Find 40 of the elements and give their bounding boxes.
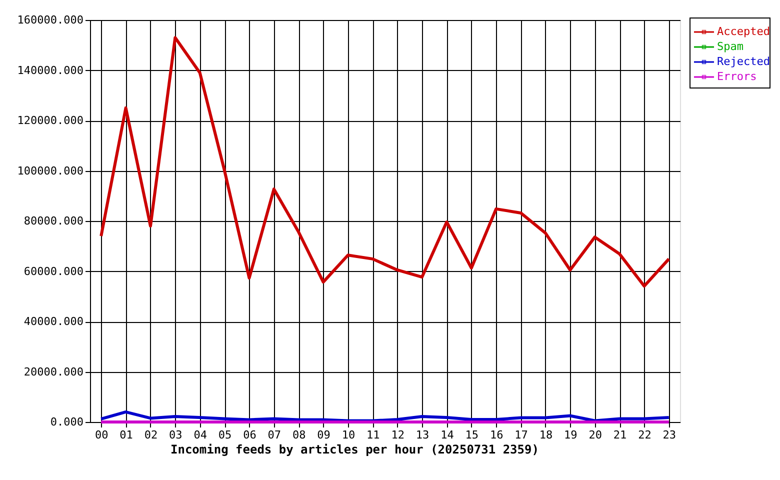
x-tick-label: 20: [588, 428, 602, 442]
x-tick-label: 03: [169, 428, 182, 442]
line-series: [100, 36, 670, 288]
x-tick-label: 13: [416, 428, 430, 442]
x-tick-label: 07: [268, 428, 282, 442]
y-tick-label: 100000.000: [17, 164, 84, 178]
line-series: [100, 410, 670, 422]
x-tick-label: 17: [514, 428, 528, 442]
x-tick-label: 15: [465, 428, 479, 442]
y-tick-label: 120000.000: [17, 114, 84, 127]
x-tick-label: 14: [440, 428, 454, 442]
x-tick-label: 22: [638, 428, 652, 442]
x-tick-label: 09: [317, 428, 330, 442]
x-tick-label: 18: [539, 428, 553, 442]
x-tick-label: 04: [194, 428, 208, 442]
x-tick-label: 16: [490, 428, 504, 442]
y-tick-label: 160000.000: [17, 14, 84, 26]
x-tick-label: 12: [391, 428, 404, 442]
y-tick-label: 80000.000: [24, 214, 84, 228]
legend-label: Spam: [717, 40, 744, 53]
legend-label: Errors: [717, 70, 757, 83]
y-tick-label: 0.000: [50, 416, 84, 428]
x-tick-label: 08: [292, 428, 306, 442]
x-tick-label: 02: [144, 428, 158, 442]
y-tick-label: 140000.000: [17, 64, 84, 77]
x-tick-label: 01: [120, 428, 133, 442]
x-tick-label: 21: [613, 428, 627, 442]
x-tick-label: 00: [94, 428, 108, 442]
y-tick-label: 40000.000: [24, 315, 84, 328]
x-axis-title: Incoming feeds by articles per hour (20250731 2359): [170, 442, 539, 456]
x-tick-label: 19: [564, 428, 578, 442]
legend-label: Rejected: [717, 55, 770, 68]
y-tick-label: 20000.000: [24, 365, 84, 378]
x-tick-label: 23: [662, 428, 676, 442]
y-tick-label: 60000.000: [24, 264, 84, 278]
x-tick-label: 06: [243, 428, 256, 442]
x-tick-label: 11: [366, 428, 380, 442]
x-tick-label: 10: [342, 428, 356, 442]
x-tick-label: 05: [218, 428, 232, 442]
legend-label: Accepted: [717, 25, 770, 38]
